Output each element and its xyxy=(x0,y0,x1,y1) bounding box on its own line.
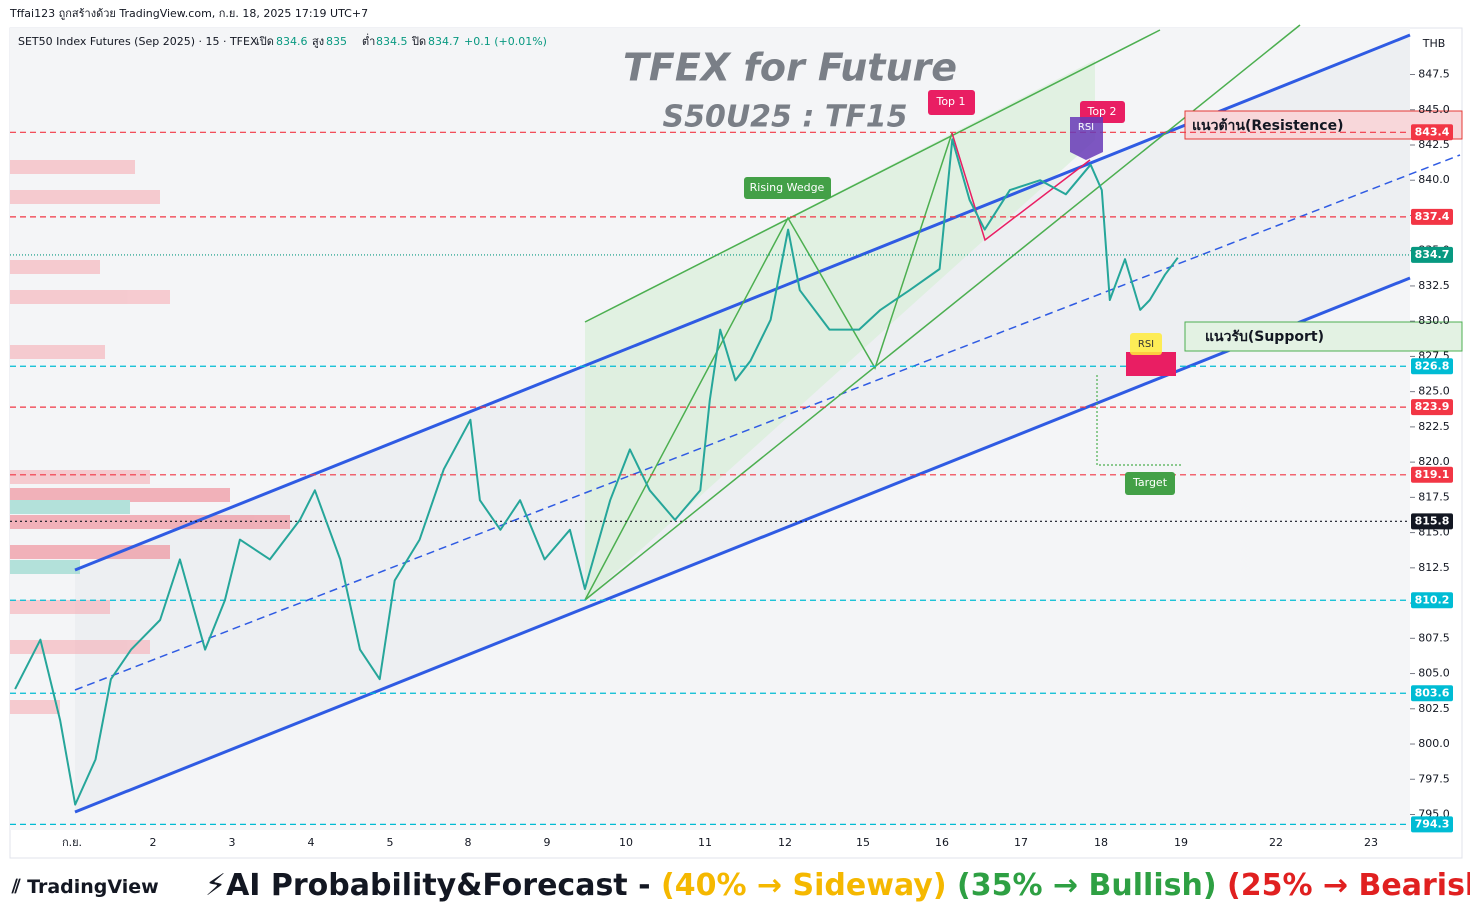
y-tick-label: 817.5 xyxy=(1418,490,1450,503)
ohlc-value: 834.7 xyxy=(428,35,460,48)
x-tick-label: 12 xyxy=(778,836,792,849)
price-badge xyxy=(1411,358,1453,375)
price-badge-label: 803.6 xyxy=(1415,686,1450,699)
y-tick-label: 825.0 xyxy=(1418,385,1450,398)
ohlc-label: ปิด xyxy=(411,35,426,48)
price-badge-label: 794.3 xyxy=(1415,817,1450,830)
brand: ⁠⫽ TradingView xyxy=(11,876,159,898)
y-tick-label: 832.5 xyxy=(1418,279,1450,292)
top2-label: Top 2 xyxy=(1086,105,1116,118)
y-tick-label: 800.0 xyxy=(1418,737,1450,750)
x-tick-label: 5 xyxy=(387,836,394,849)
y-tick-label: 820.0 xyxy=(1418,455,1450,468)
support-label: แนวรับ(Support) xyxy=(1205,329,1324,345)
price-badge xyxy=(1411,816,1453,833)
wedge-badge xyxy=(744,177,831,199)
chart-subtitle: S50U25 : TF15 xyxy=(662,100,907,135)
x-tick-label: ก.ย. xyxy=(62,836,82,849)
target-label: Target xyxy=(1132,476,1168,489)
price-badge xyxy=(1411,685,1453,702)
x-tick-label: 16 xyxy=(935,836,949,849)
top1-label: Top 1 xyxy=(935,95,965,108)
price-line xyxy=(14,138,1179,806)
target-badge xyxy=(1125,472,1175,495)
price-badge xyxy=(1411,513,1453,530)
resistance-label: แนวต้าน(Resistence) xyxy=(1192,118,1343,134)
price-badge-label: 810.2 xyxy=(1415,593,1450,606)
forecast: ⚡AI Probability&Forecast - (40% → Sidewa… xyxy=(205,868,1470,903)
volume-profile xyxy=(10,160,290,714)
y-tick-label: 805.0 xyxy=(1418,667,1450,680)
rsi-badge xyxy=(1070,117,1103,160)
y-tick-label: 842.5 xyxy=(1418,138,1450,151)
brand-mark: ⫽ xyxy=(11,876,27,898)
x-tick-label: 15 xyxy=(856,836,870,849)
price-badge xyxy=(1411,592,1453,609)
rsi-label: RSI xyxy=(1078,122,1094,133)
price-badge-label: 823.9 xyxy=(1415,400,1450,413)
x-tick-label: 17 xyxy=(1014,836,1028,849)
price-badge-label: 819.1 xyxy=(1415,468,1450,481)
x-tick-label: 2 xyxy=(150,836,157,849)
ohlc-value: 834.5 xyxy=(376,35,408,48)
ohlc-label: สูง xyxy=(312,35,324,48)
y-tick-label: 845.0 xyxy=(1418,103,1450,116)
wedge-label: Rising Wedge xyxy=(750,181,825,194)
price-badge-label: 815.8 xyxy=(1415,514,1450,527)
ohlc-label: ต่ำ xyxy=(362,33,375,48)
y-tick-label: 830.0 xyxy=(1418,314,1450,327)
y-tick-label: 802.5 xyxy=(1418,702,1450,715)
y-tick-label: 840.0 xyxy=(1418,173,1450,186)
ohlc-value: 834.6 xyxy=(276,35,308,48)
x-tick-label: 10 xyxy=(619,836,633,849)
ohlc-label: เปิด xyxy=(256,35,274,48)
x-tick-label: 23 xyxy=(1364,836,1378,849)
change: +0.1 (+0.01%) xyxy=(464,35,547,48)
price-badge-label: 834.7 xyxy=(1415,248,1450,261)
price-badge xyxy=(1411,399,1453,416)
top1-badge xyxy=(928,90,975,115)
price-badge-label: 837.4 xyxy=(1415,210,1450,223)
price-badge xyxy=(1411,246,1453,263)
chart-title: TFEX for Future xyxy=(623,46,957,90)
x-tick-label: 19 xyxy=(1174,836,1188,849)
y-tick-label: 822.5 xyxy=(1418,420,1450,433)
rsi-label: RSI xyxy=(1138,339,1154,350)
forecast-bullish: (35% → Bullish) xyxy=(957,868,1217,903)
x-tick-label: 3 xyxy=(229,836,236,849)
x-tick-label: 9 xyxy=(544,836,551,849)
forecast-bearish: (25% → Bearish) xyxy=(1227,868,1470,903)
x-tick-label: 8 xyxy=(465,836,472,849)
price-badge xyxy=(1411,124,1453,141)
price-badge-label: 826.8 xyxy=(1415,359,1450,372)
credit: Tffai123 ถูกสร้างด้วย TradingView.com, ก… xyxy=(9,7,368,20)
x-tick-label: 4 xyxy=(308,836,315,849)
symbol: SET50 Index Futures (Sep 2025) · 15 · TF… xyxy=(18,35,258,48)
ohlc-value: 835 xyxy=(326,35,347,48)
price-badge xyxy=(1411,208,1453,225)
y-tick-label: 797.5 xyxy=(1418,772,1450,785)
price-badge-label: 843.4 xyxy=(1415,125,1450,138)
x-tick-label: 18 xyxy=(1094,836,1108,849)
price-badge xyxy=(1411,466,1453,483)
forecast-sideway: (40% → Sideway) xyxy=(661,868,947,903)
target-zone xyxy=(1126,352,1176,376)
y-tick-label: 812.5 xyxy=(1418,561,1450,574)
support-zone xyxy=(1184,321,1463,352)
forecast-lead: ⚡AI Probability&Forecast - xyxy=(205,868,661,903)
y-tick-label: 847.5 xyxy=(1418,68,1450,81)
brand-name: TradingView xyxy=(27,876,159,898)
rsi-badge xyxy=(1130,333,1162,355)
y-tick-label: 807.5 xyxy=(1418,631,1450,644)
currency: THB xyxy=(1422,37,1446,50)
x-tick-label: 11 xyxy=(698,836,712,849)
x-tick-label: 22 xyxy=(1269,836,1283,849)
